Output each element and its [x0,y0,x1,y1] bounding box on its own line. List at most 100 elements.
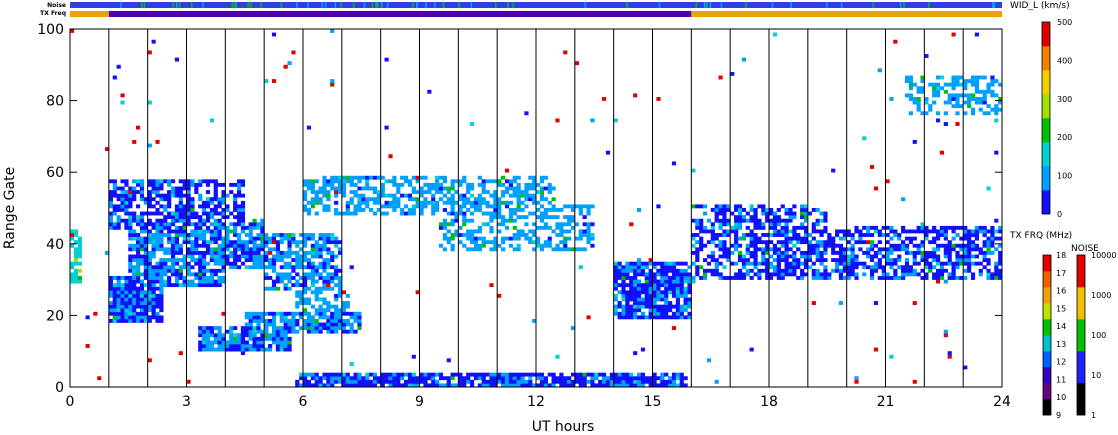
echo-cell [559,247,564,252]
echo-cell [143,222,148,227]
echo-cell [928,254,933,259]
echo-cell [539,215,545,220]
echo-cell [792,229,797,234]
echo-cell [396,372,401,377]
echo-cell [536,182,541,187]
echo-cell [555,233,560,237]
echo-cell [481,372,486,377]
echo-cell [198,236,203,241]
echo-cell [691,218,696,223]
width-colorbar-frame [1041,21,1051,215]
echo-cell [912,261,917,266]
echo-cell [963,100,968,105]
echo-cell [136,236,141,241]
echo-cell [202,268,207,273]
echo-cell [990,240,995,245]
noise-strip-mark [340,2,342,8]
echo-cell [205,215,211,220]
echo-cell [951,225,956,230]
echo-cell [955,261,960,266]
echo-cell [139,186,145,191]
echo-cell [143,197,148,202]
echo-cell [539,247,545,252]
echo-cell [990,93,995,98]
echo-cell [602,379,607,384]
echo-cell [139,211,145,216]
echo-cell [769,208,774,212]
echo-cell [295,265,300,270]
echo-cell [202,179,207,184]
echo-cell [675,315,680,320]
echo-cell [508,215,513,220]
echo-cell [803,215,809,220]
echo-cell [240,329,246,334]
echo-cell [656,204,661,209]
echo-cell [128,293,133,298]
echo-cell [796,247,801,252]
echo-cell [943,268,948,273]
echo-cell [349,190,354,194]
echo-cell [970,240,976,245]
echo-cell [221,222,226,227]
echo-cell [617,268,622,273]
echo-cell [132,265,137,270]
echo-cell [636,304,642,309]
echo-cell [578,229,583,234]
echo-cell [815,258,820,262]
echo-cell [679,272,684,277]
echo-cell [337,283,343,288]
echo-cell [147,222,152,227]
echo-cell [287,340,292,345]
echo-cell [912,139,917,144]
echo-cell [283,333,288,338]
echo-cell [664,290,669,295]
echo-cell [248,233,253,237]
echo-cell [749,236,754,241]
echo-cell [722,265,727,270]
echo-cell [252,261,257,266]
echo-cell [369,208,374,212]
echo-cell [283,265,288,270]
echo-cell [322,311,327,316]
echo-cell [268,311,273,316]
echo-cell [306,329,312,334]
echo-cell [986,229,991,234]
echo-cell [446,200,451,205]
echo-cell [920,240,925,245]
echo-cell [124,225,129,230]
echo-cell [365,179,370,184]
echo-cell [706,240,712,245]
echo-cell [108,197,114,202]
echo-cell [151,254,156,259]
echo-cell [147,229,152,234]
echo-cell [159,272,164,277]
echo-cell [279,250,284,255]
echo-cell [807,243,813,248]
echo-cell [264,243,269,248]
echo-cell [803,272,809,277]
echo-cell [213,254,218,259]
echo-cell [221,240,226,245]
echo-cell [928,250,933,255]
echo-cell [380,372,385,377]
echo-cell [202,229,207,234]
echo-cell [974,75,979,80]
echo-cell [640,376,646,381]
echo-cell [967,240,972,245]
echo-cell [648,315,653,320]
echo-cell [450,200,455,205]
echo-cell [376,376,381,381]
echo-cell [734,236,739,241]
echo-cell [244,315,249,320]
echo-cell [714,211,719,216]
echo-cell [435,182,440,187]
echo-cell [369,175,374,180]
echo-cell [442,233,447,237]
echo-cell [869,233,875,237]
echo-cell [233,254,238,259]
echo-cell [722,254,727,259]
echo-cell [629,293,634,298]
echo-cell [477,225,482,230]
echo-cell [792,265,797,270]
echo-cell [147,143,152,148]
